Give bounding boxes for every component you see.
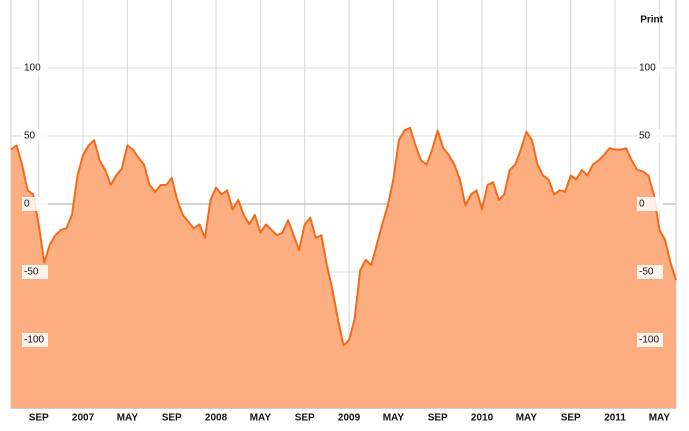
labels: SEP 2007 MAY SEP 2008 MAY SEP 2009 MAY SEP 2010 MAY… [22,61,670,424]
x-tick-label: MAY [383,413,405,424]
y-tick-label-box [22,61,48,75]
y-tick-label: 50 [24,131,36,142]
y-tick-label: -100 [639,335,659,346]
y-tick-label: -50 [639,267,654,278]
y-tick-label-box [22,333,48,347]
y-tick-label-box [637,197,663,211]
x-tick-label: SEP [162,413,182,424]
x-tick-label: SEP [295,413,315,424]
x-tick-label: 2009 [338,413,361,424]
x-tick-label: SEP [561,413,581,424]
x-tick-label: SEP [428,413,448,424]
y-tick-label-box [637,333,663,347]
y-tick-label: 0 [639,199,645,210]
y-tick-label-box [637,61,663,75]
y-tick-label: 0 [24,199,30,210]
x-tick-label: 2007 [72,413,95,424]
y-tick-label: 100 [24,63,41,74]
x-tick-label: MAY [649,413,671,424]
y-tick-label: -100 [24,335,44,346]
x-tick-label: MAY [250,413,272,424]
print-button[interactable]: Print [640,15,663,26]
x-tick-label: 2010 [471,413,494,424]
y-tick-label-box [637,265,663,279]
y-tick-label-box [22,197,48,211]
y-tick-label-box [637,129,663,143]
y-tick-label: -50 [24,267,39,278]
x-tick-label: SEP [29,413,49,424]
line [10,126,677,347]
y-tick-label: 100 [639,63,656,74]
plot-area [10,126,677,408]
y-tick-label-box [22,265,48,279]
x-tick-label: MAY [516,413,538,424]
x-tick-label: 2011 [604,413,626,424]
x-tick-label: MAY [117,413,139,424]
x-tick-label: 2008 [205,413,228,424]
y-tick-label-box [22,129,48,143]
area [11,127,676,408]
y-tick-label: 50 [639,131,651,142]
